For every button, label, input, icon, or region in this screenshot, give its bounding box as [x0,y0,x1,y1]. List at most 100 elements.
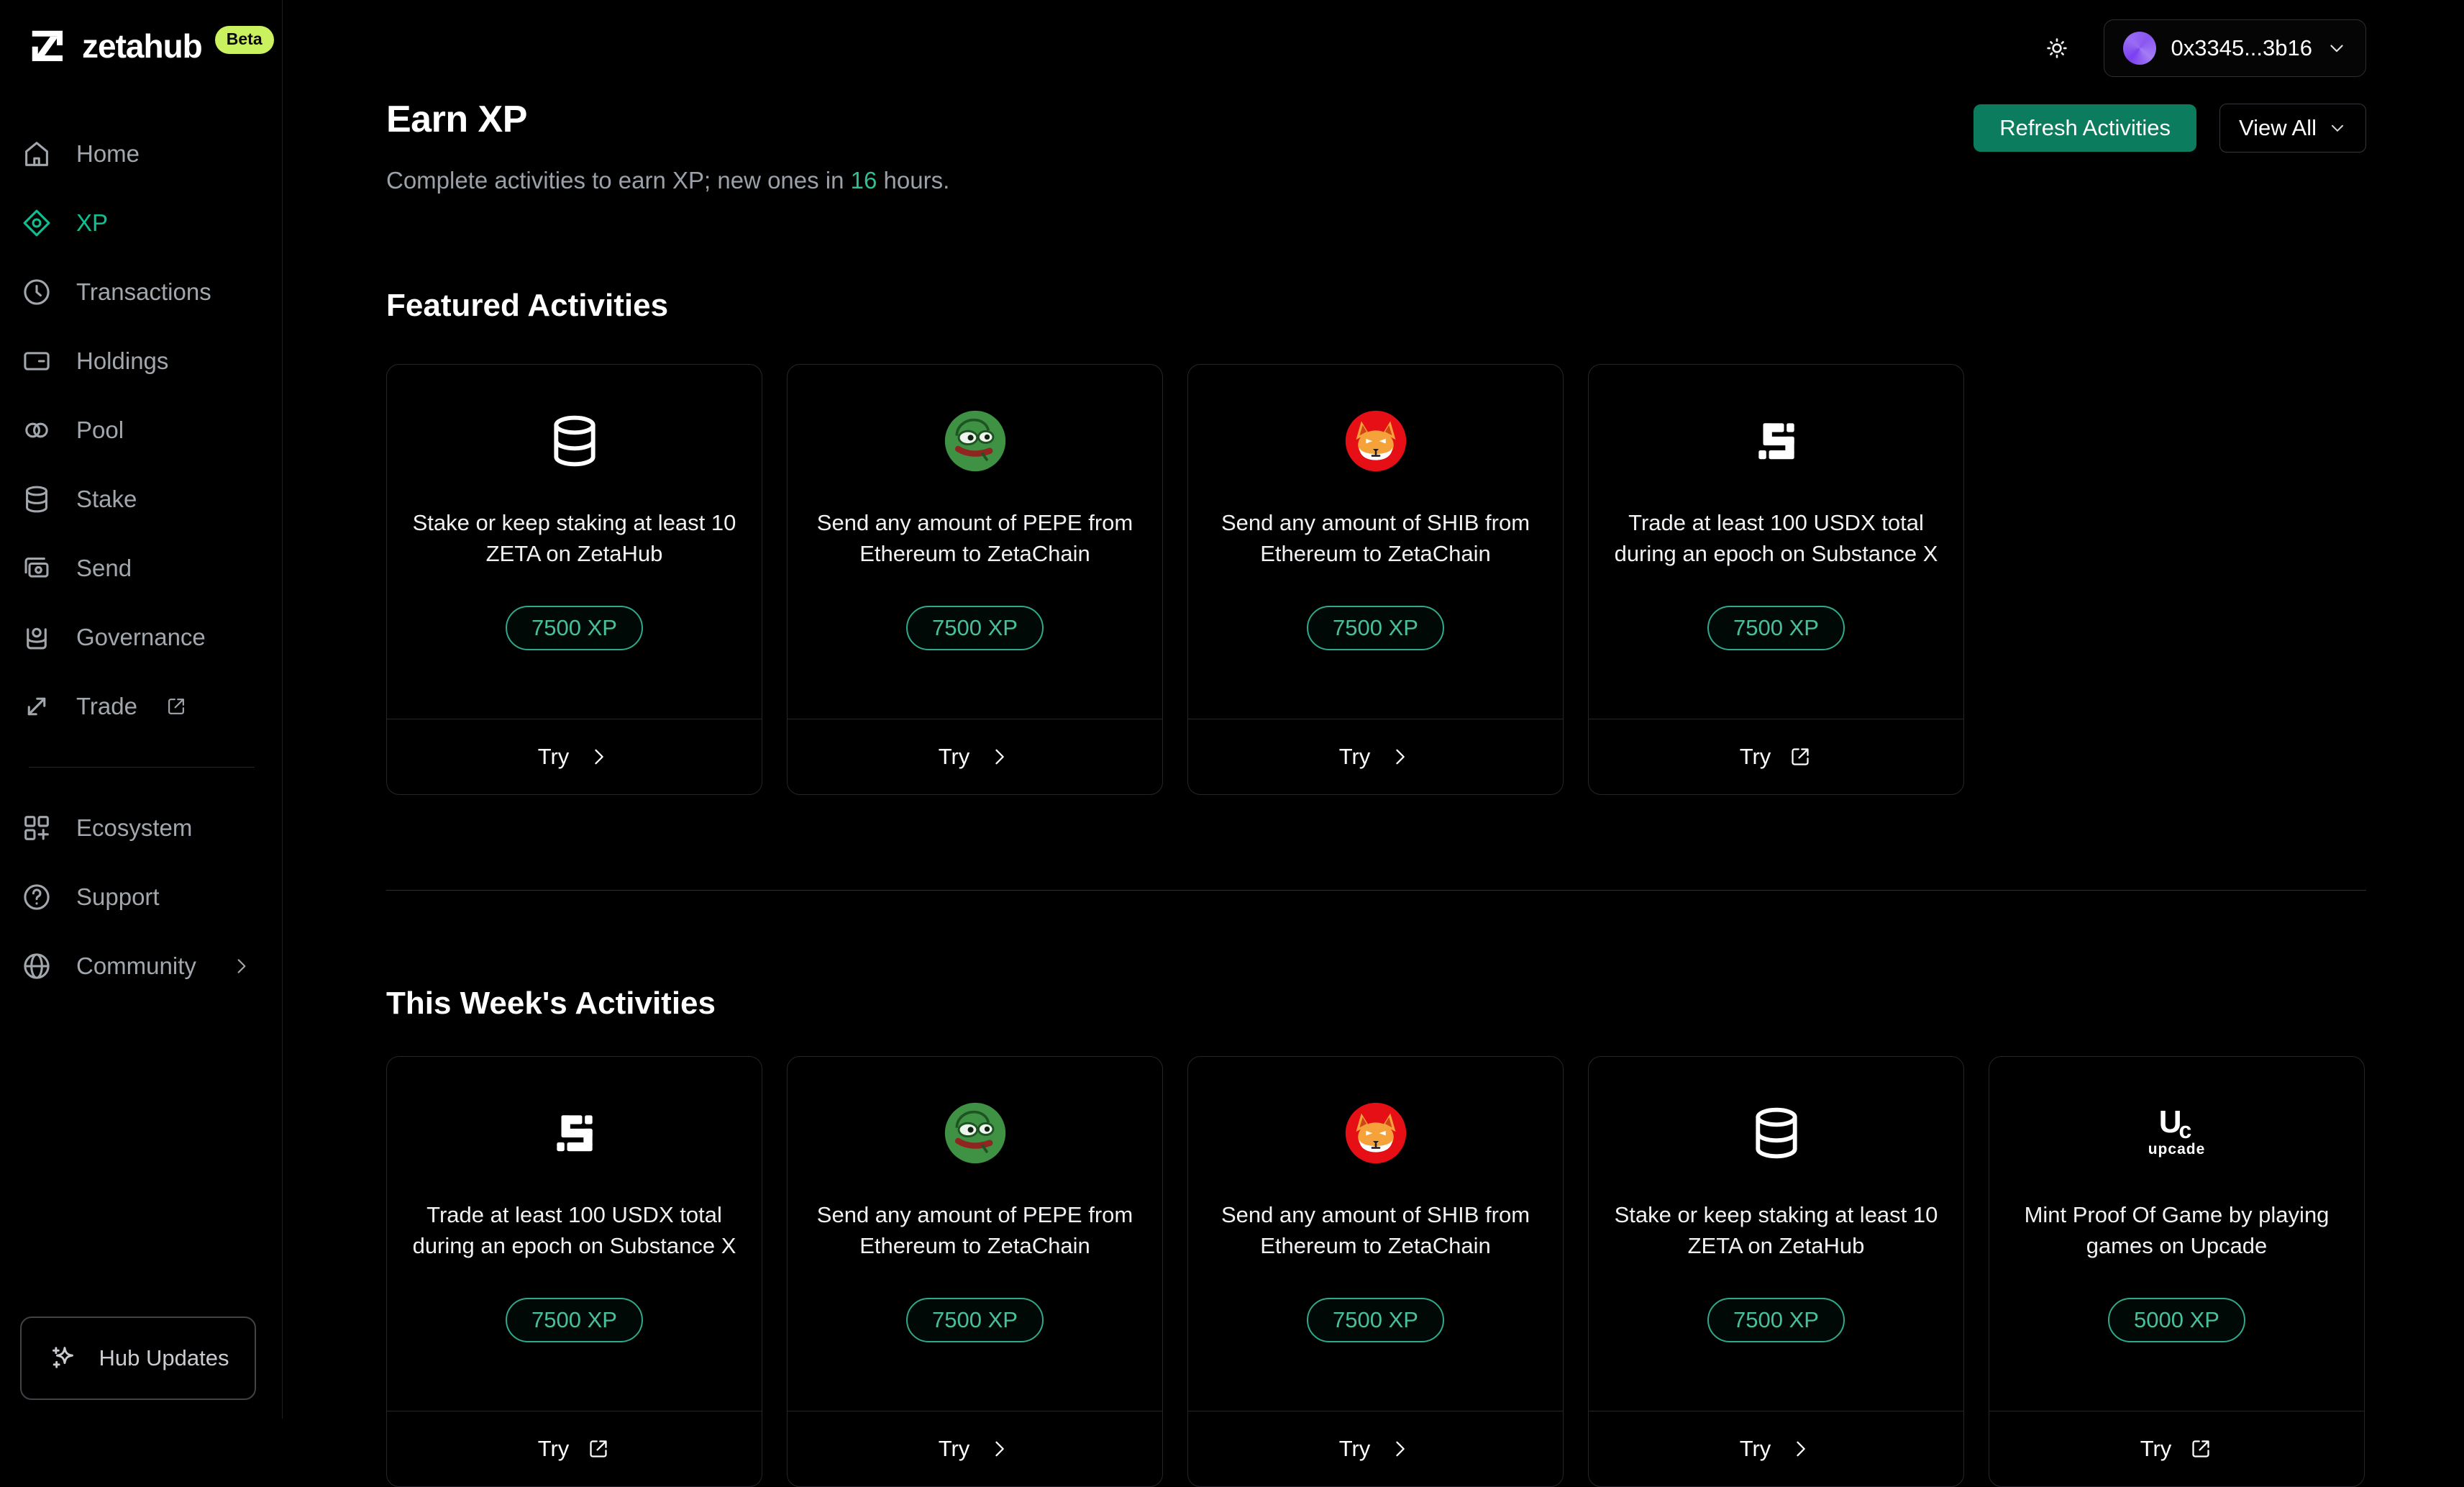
xp-badge: 7500 XP [1707,1297,1845,1342]
try-label: Try [1739,744,1771,769]
sidebar-item-stake[interactable]: Stake [0,465,282,534]
database-icon [1745,1096,1808,1170]
xp-badge: 7500 XP [1707,605,1845,650]
sidebar-item-community[interactable]: Community [0,932,282,1001]
upcade-icon: Uc upcade [2148,1096,2206,1170]
topbar: 0x3345...3b16 [386,0,2366,78]
activity-card: Send any amount of PEPE from Ethereum to… [787,1056,1163,1487]
sidebar-item-xp[interactable]: XP [0,188,282,258]
activity-card-body: Send any amount of SHIB from Ethereum to… [1188,365,1563,719]
shib-icon [1344,1096,1407,1170]
sidebar-item-send[interactable]: Send [0,534,282,603]
page-title: Earn XP [386,99,527,140]
try-button[interactable]: Try [1589,1411,1963,1486]
try-button[interactable]: Try [387,719,762,794]
sidebar-item-label: Transactions [76,278,211,305]
sidebar-item-label: XP [76,209,109,236]
chevron-right-icon [987,1437,1011,1461]
view-all-button[interactable]: View All [2219,104,2366,153]
try-label: Try [938,744,970,769]
shib-icon [1344,404,1407,478]
sidebar-item-home[interactable]: Home [0,119,282,188]
try-button[interactable]: Try [788,1411,1162,1486]
activity-card-body: Send any amount of PEPE from Ethereum to… [788,365,1162,719]
activity-title: Send any amount of PEPE from Ethereum to… [816,1202,1133,1259]
xp-badge: 7500 XP [906,605,1044,650]
try-button[interactable]: Try [387,1411,762,1486]
sidebar-item-holdings[interactable]: Holdings [0,327,282,396]
header-actions: Refresh Activities View All [1974,104,2366,153]
featured-activities-grid: Stake or keep staking at least 10 ZETA o… [386,364,2366,795]
sidebar-nav-main: Home XP Transactions Holdings Pool Stake Send G… [0,119,282,741]
try-label: Try [1338,744,1371,769]
sidebar-item-ecosystem[interactable]: Ecosystem [0,793,282,863]
pepe-icon [944,404,1007,478]
substance-x-icon [1750,404,1803,478]
subtitle-prefix: Complete activities to earn XP; new ones… [386,167,851,194]
sidebar-item-trade[interactable]: Trade [0,672,282,741]
refresh-activities-button[interactable]: Refresh Activities [1974,104,2196,152]
try-button[interactable]: Try [1188,1411,1563,1486]
sidebar-item-label: Send [76,555,132,581]
page-header-text: Earn XP Complete activities to earn XP; … [386,98,949,194]
xp-badge: 5000 XP [2108,1297,2245,1342]
sidebar-item-support[interactable]: Support [0,863,282,932]
brand-logo[interactable]: zetahub Beta [0,0,282,68]
activity-card: Uc upcade Mint Proof Of Game by playing g… [1989,1056,2365,1487]
activity-card: Trade at least 100 USDX total during an … [386,1056,762,1487]
try-button[interactable]: Try [788,719,1162,794]
sidebar-item-label: Home [76,140,140,167]
chevron-right-icon [1387,745,1412,769]
governance-icon [20,621,53,654]
main-content: 0x3345...3b16 Earn XP Complete activitie… [283,0,2464,1487]
try-button[interactable]: Try [1188,719,1563,794]
xp-icon [20,206,53,240]
sidebar-item-governance[interactable]: Governance [0,603,282,672]
wallet-button[interactable]: 0x3345...3b16 [2104,19,2366,77]
pool-icon [20,414,53,447]
featured-activities-title: Featured Activities [386,288,669,323]
transactions-icon [20,276,53,309]
try-label: Try [938,1436,970,1461]
page-subtitle: Complete activities to earn XP; new ones… [386,167,949,194]
activity-card: Send any amount of SHIB from Ethereum to… [1187,364,1564,795]
sparkle-icon [47,1342,81,1375]
subtitle-countdown: 16 [850,167,877,194]
try-label: Try [537,744,570,769]
hub-updates-button[interactable]: Hub Updates [20,1317,256,1400]
activity-card-body: Stake or keep staking at least 10 ZETA o… [1589,1057,1963,1411]
sidebar-item-label: Pool [76,417,124,443]
sidebar-divider [29,767,255,768]
holdings-icon [20,345,53,378]
xp-badge: 7500 XP [906,1297,1044,1342]
database-icon [543,404,606,478]
xp-badge: 7500 XP [1307,605,1444,650]
page-header: Earn XP Complete activities to earn XP; … [386,98,2366,194]
try-label: Try [2140,1436,2172,1461]
activity-card: Send any amount of SHIB from Ethereum to… [1187,1056,1564,1487]
support-icon [20,881,53,914]
sidebar-item-label: Governance [76,624,206,650]
activity-title: Send any amount of PEPE from Ethereum to… [816,510,1133,567]
sidebar-item-transactions[interactable]: Transactions [0,258,282,327]
subtitle-suffix: hours. [877,167,950,194]
zetahub-logo-icon [26,24,69,68]
sidebar-item-label: Ecosystem [76,814,193,841]
sidebar-item-label: Trade [76,693,137,719]
theme-toggle-sun-icon[interactable] [2043,35,2071,62]
database-icon [20,483,53,516]
send-icon [20,552,53,585]
try-button[interactable]: Try [1989,1411,2364,1486]
view-all-label: View All [2239,115,2317,140]
sidebar: zetahub Beta Home XP Transactions Holdings P… [0,0,283,1419]
chevron-right-icon [1788,1437,1812,1461]
xp-badge: 7500 XP [506,1297,643,1342]
chevron-right-icon [987,745,1011,769]
activity-title: Mint Proof Of Game by playing games on U… [2024,1202,2330,1259]
activity-card: Send any amount of PEPE from Ethereum to… [787,364,1163,795]
section-divider [386,890,2366,891]
trade-icon [20,690,53,723]
xp-badge: 7500 XP [1307,1297,1444,1342]
try-button[interactable]: Try [1589,719,1963,794]
sidebar-item-pool[interactable]: Pool [0,396,282,465]
